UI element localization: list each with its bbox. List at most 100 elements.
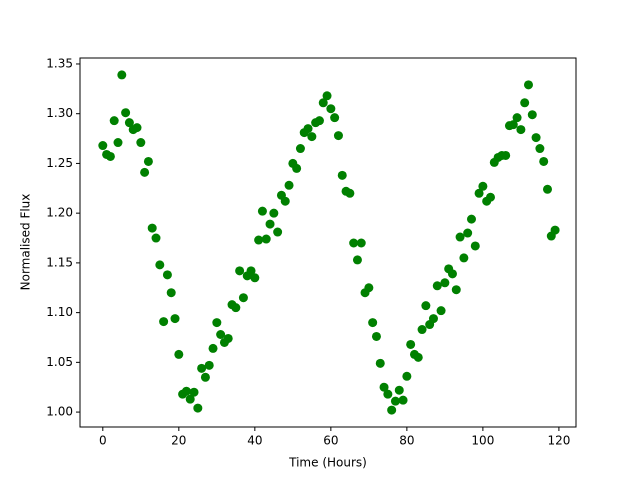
point — [398, 395, 408, 405]
point — [432, 281, 442, 291]
point — [349, 238, 359, 248]
point — [440, 278, 450, 288]
point — [512, 113, 522, 123]
y-tick-label: 1.05 — [46, 355, 73, 369]
point — [390, 396, 400, 406]
point — [333, 131, 343, 141]
point — [478, 181, 488, 191]
point — [466, 214, 476, 224]
point — [143, 156, 153, 166]
point — [413, 352, 423, 362]
point — [170, 314, 180, 324]
point — [185, 394, 195, 404]
point — [371, 331, 381, 341]
point — [508, 120, 518, 130]
point — [539, 156, 549, 166]
point — [155, 260, 165, 270]
point — [379, 382, 389, 392]
point — [383, 389, 393, 399]
y-tick-label: 1.15 — [46, 255, 73, 269]
point — [193, 403, 203, 413]
x-tick-label: 60 — [323, 434, 338, 448]
point — [531, 133, 541, 143]
point — [421, 301, 431, 311]
point — [352, 255, 362, 265]
axes-frame — [79, 57, 577, 428]
point — [501, 150, 511, 160]
point — [330, 113, 340, 123]
point — [284, 180, 294, 190]
point — [368, 318, 378, 328]
point — [136, 138, 146, 148]
point — [523, 80, 533, 90]
point — [345, 188, 355, 198]
point — [151, 233, 161, 243]
point — [159, 317, 169, 327]
point — [542, 184, 552, 194]
point — [463, 228, 473, 238]
point — [402, 371, 412, 381]
point — [147, 223, 157, 233]
point — [261, 234, 271, 244]
point — [181, 386, 191, 396]
point — [292, 163, 302, 173]
point — [117, 70, 127, 80]
point — [303, 124, 313, 134]
point — [364, 283, 374, 293]
point — [98, 141, 108, 151]
point — [273, 227, 283, 237]
point — [197, 363, 207, 373]
x-tick-label: 20 — [171, 434, 186, 448]
point — [455, 232, 465, 242]
point — [375, 358, 385, 368]
point — [337, 170, 347, 180]
point — [189, 387, 199, 397]
x-axis-label: Time (Hours) — [288, 456, 367, 470]
point — [254, 235, 264, 245]
point — [113, 138, 123, 148]
y-axis-label: Normalised Flux — [19, 194, 33, 291]
point — [200, 372, 210, 382]
point — [208, 343, 218, 353]
point — [238, 293, 248, 303]
y-tick-label: 1.10 — [46, 305, 73, 319]
point — [265, 219, 275, 229]
x-tick-label: 120 — [547, 434, 570, 448]
point — [326, 104, 336, 114]
point — [132, 123, 142, 133]
y-tick-label: 1.20 — [46, 206, 73, 220]
point — [318, 98, 328, 108]
point — [231, 303, 241, 313]
point — [105, 151, 115, 161]
point — [204, 360, 214, 370]
y-tick-label: 1.25 — [46, 156, 73, 170]
point — [527, 110, 537, 120]
point — [124, 118, 134, 128]
point — [406, 339, 416, 349]
point — [257, 206, 267, 216]
point — [295, 144, 305, 154]
point — [269, 208, 279, 218]
point — [436, 306, 446, 316]
point — [459, 253, 469, 263]
point — [246, 266, 256, 276]
point — [474, 188, 484, 198]
point — [235, 266, 245, 276]
x-tick-label: 0 — [99, 434, 107, 448]
point — [140, 167, 150, 177]
point — [121, 108, 131, 118]
point — [356, 238, 366, 248]
y-tick-label: 1.30 — [46, 106, 73, 120]
point — [516, 125, 526, 135]
point — [451, 285, 461, 295]
point — [322, 91, 332, 101]
point — [307, 132, 317, 142]
x-tick-label: 80 — [399, 434, 414, 448]
point — [417, 325, 427, 335]
point — [520, 98, 530, 108]
point — [250, 273, 260, 283]
point — [428, 314, 438, 324]
point — [166, 288, 176, 298]
point — [314, 116, 324, 126]
